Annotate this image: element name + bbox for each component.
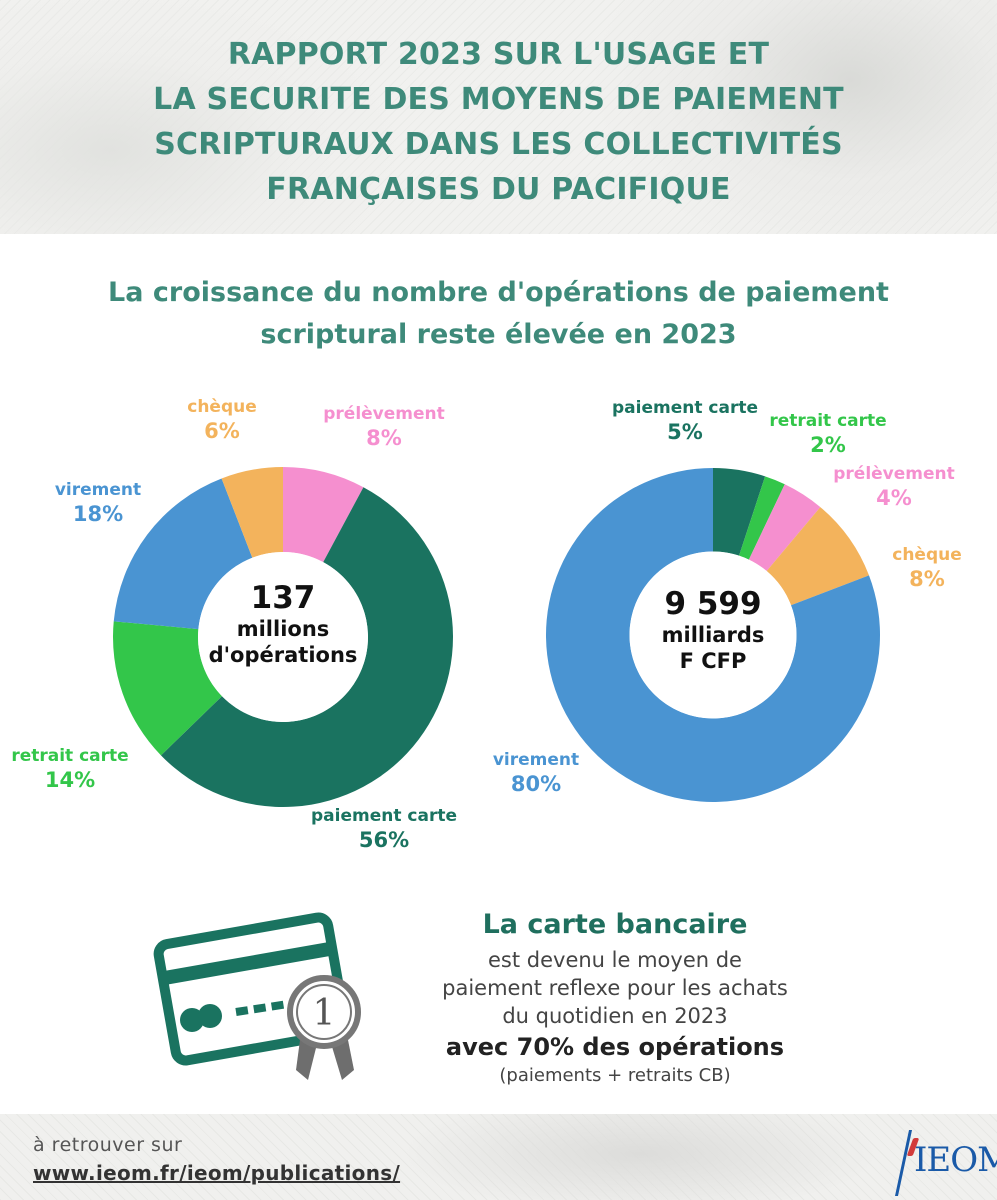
donut1-label-cheque: chèque 6% bbox=[187, 397, 257, 445]
donut1-label-paiement-name: paiement carte bbox=[311, 806, 457, 826]
card-callout-line-1: est devenu le moyen de bbox=[488, 948, 742, 972]
ieom-logo: IEOM bbox=[884, 1130, 997, 1196]
slice-chèque bbox=[766, 507, 870, 606]
donut2-label-paiement-name: paiement carte bbox=[612, 398, 758, 418]
donut2-center-unit: milliards bbox=[661, 623, 765, 647]
slice-virement bbox=[113, 478, 253, 630]
donut2-center-text: 9 599 milliards F CFP bbox=[662, 586, 765, 674]
donut-chart-operations bbox=[112, 467, 454, 807]
donut2-label-retrait-pct: 2% bbox=[810, 433, 846, 457]
award-number: 1 bbox=[313, 993, 336, 1034]
donut-hole bbox=[629, 551, 797, 719]
award-ribbon bbox=[287, 975, 361, 1080]
bank-card-award-icon: 1 bbox=[153, 912, 361, 1080]
logo-bar bbox=[894, 1130, 913, 1196]
slice-virement bbox=[546, 468, 880, 802]
donut1-center-text: 137 millions d'opérations bbox=[209, 580, 358, 668]
card-callout-note: (paiements + retraits CB) bbox=[499, 1065, 731, 1086]
logo-text: IEOM bbox=[914, 1140, 997, 1180]
subtitle-line-2: scriptural reste élevée en 2023 bbox=[260, 319, 737, 350]
slice-prélèvement bbox=[748, 484, 821, 572]
donut1-label-cheque-name: chèque bbox=[187, 397, 257, 417]
donut2-label-virement-pct: 80% bbox=[510, 772, 562, 796]
slice-prélèvement bbox=[283, 467, 364, 563]
donut2-label-cheque-name: chèque bbox=[892, 545, 962, 565]
slice-chèque bbox=[221, 467, 283, 558]
slice-retrait-carte bbox=[739, 476, 785, 560]
card-callout-headline: La carte bancaire bbox=[482, 909, 748, 940]
report-title-line-3: SCRIPTURAUX DANS LES COLLECTIVITÉS bbox=[154, 127, 843, 162]
card-callout: La carte bancaire est devenu le moyen de… bbox=[405, 904, 825, 1088]
donut1-label-paiement-pct: 56% bbox=[358, 828, 410, 852]
slice-paiement-carte bbox=[160, 487, 454, 807]
report-title-line-2: LA SECURITE DES MOYENS DE PAIEMENT bbox=[153, 82, 844, 117]
donut2-label-paiement-pct: 5% bbox=[667, 420, 703, 444]
donut1-label-virement-name: virement bbox=[54, 480, 142, 500]
donut1-center-label: d'opérations bbox=[208, 643, 358, 667]
donut-hole bbox=[198, 552, 368, 722]
donut1-label-prelevement-pct: 8% bbox=[366, 426, 402, 450]
donut1-center-value: 137 bbox=[250, 580, 316, 616]
footer-banner bbox=[0, 1114, 997, 1200]
donut2-label-cheque-pct: 8% bbox=[909, 567, 945, 591]
donut2-label-prelevement-name: prélèvement bbox=[833, 464, 955, 484]
header-banner bbox=[0, 0, 997, 234]
card-shape bbox=[153, 912, 351, 1066]
subtitle-line-1: La croissance du nombre d'opérations de … bbox=[108, 277, 889, 308]
footer-intro-text: à retrouver sur bbox=[33, 1134, 183, 1156]
publications-link[interactable]: www.ieom.fr/ieom/publications/ bbox=[33, 1161, 401, 1185]
donut1-center-unit: millions bbox=[236, 617, 330, 641]
donut1-label-virement: virement 18% bbox=[55, 480, 141, 528]
donut1-label-retrait-pct: 14% bbox=[44, 768, 96, 792]
donut1-label-prelevement: prélèvement 8% bbox=[323, 404, 445, 452]
card-callout-line-2: paiement reflexe pour les achats bbox=[442, 976, 788, 1000]
report-title-line-4: FRANÇAISES DU PACIFIQUE bbox=[266, 172, 731, 207]
donut-chart-amounts bbox=[546, 468, 880, 802]
donut2-label-cheque: chèque 8% bbox=[892, 545, 962, 593]
card-callout-line-3: du quotidien en 2023 bbox=[502, 1004, 728, 1028]
donut2-center-value: 9 599 bbox=[664, 586, 762, 622]
card-callout-strong: avec 70% des opérations bbox=[445, 1033, 785, 1061]
donut2-center-label: F CFP bbox=[679, 649, 747, 673]
donut2-label-paiement: paiement carte 5% bbox=[612, 398, 758, 446]
donut2-label-prelevement-pct: 4% bbox=[876, 486, 912, 510]
report-title: RAPPORT 2023 SUR L'USAGE ET LA SECURITE … bbox=[0, 32, 997, 212]
donut1-label-virement-pct: 18% bbox=[72, 502, 124, 526]
section-subtitle: La croissance du nombre d'opérations de … bbox=[0, 272, 997, 356]
donut1-label-paiement: paiement carte 56% bbox=[311, 806, 457, 854]
donut1-label-retrait: retrait carte 14% bbox=[11, 746, 128, 794]
donut2-label-prelevement: prélèvement 4% bbox=[833, 464, 955, 512]
donut1-label-retrait-name: retrait carte bbox=[11, 746, 129, 766]
donut2-label-retrait-name: retrait carte bbox=[769, 411, 887, 431]
donut2-label-virement-name: virement bbox=[492, 750, 580, 770]
donut2-label-retrait: retrait carte 2% bbox=[769, 411, 886, 459]
donut1-label-cheque-pct: 6% bbox=[204, 419, 240, 443]
slice-retrait-carte bbox=[112, 621, 222, 756]
donut2-label-virement: virement 80% bbox=[493, 750, 579, 798]
slice-paiement-carte bbox=[713, 468, 766, 556]
donut1-label-prelevement-name: prélèvement bbox=[323, 404, 445, 424]
report-title-line-1: RAPPORT 2023 SUR L'USAGE ET bbox=[227, 37, 770, 72]
